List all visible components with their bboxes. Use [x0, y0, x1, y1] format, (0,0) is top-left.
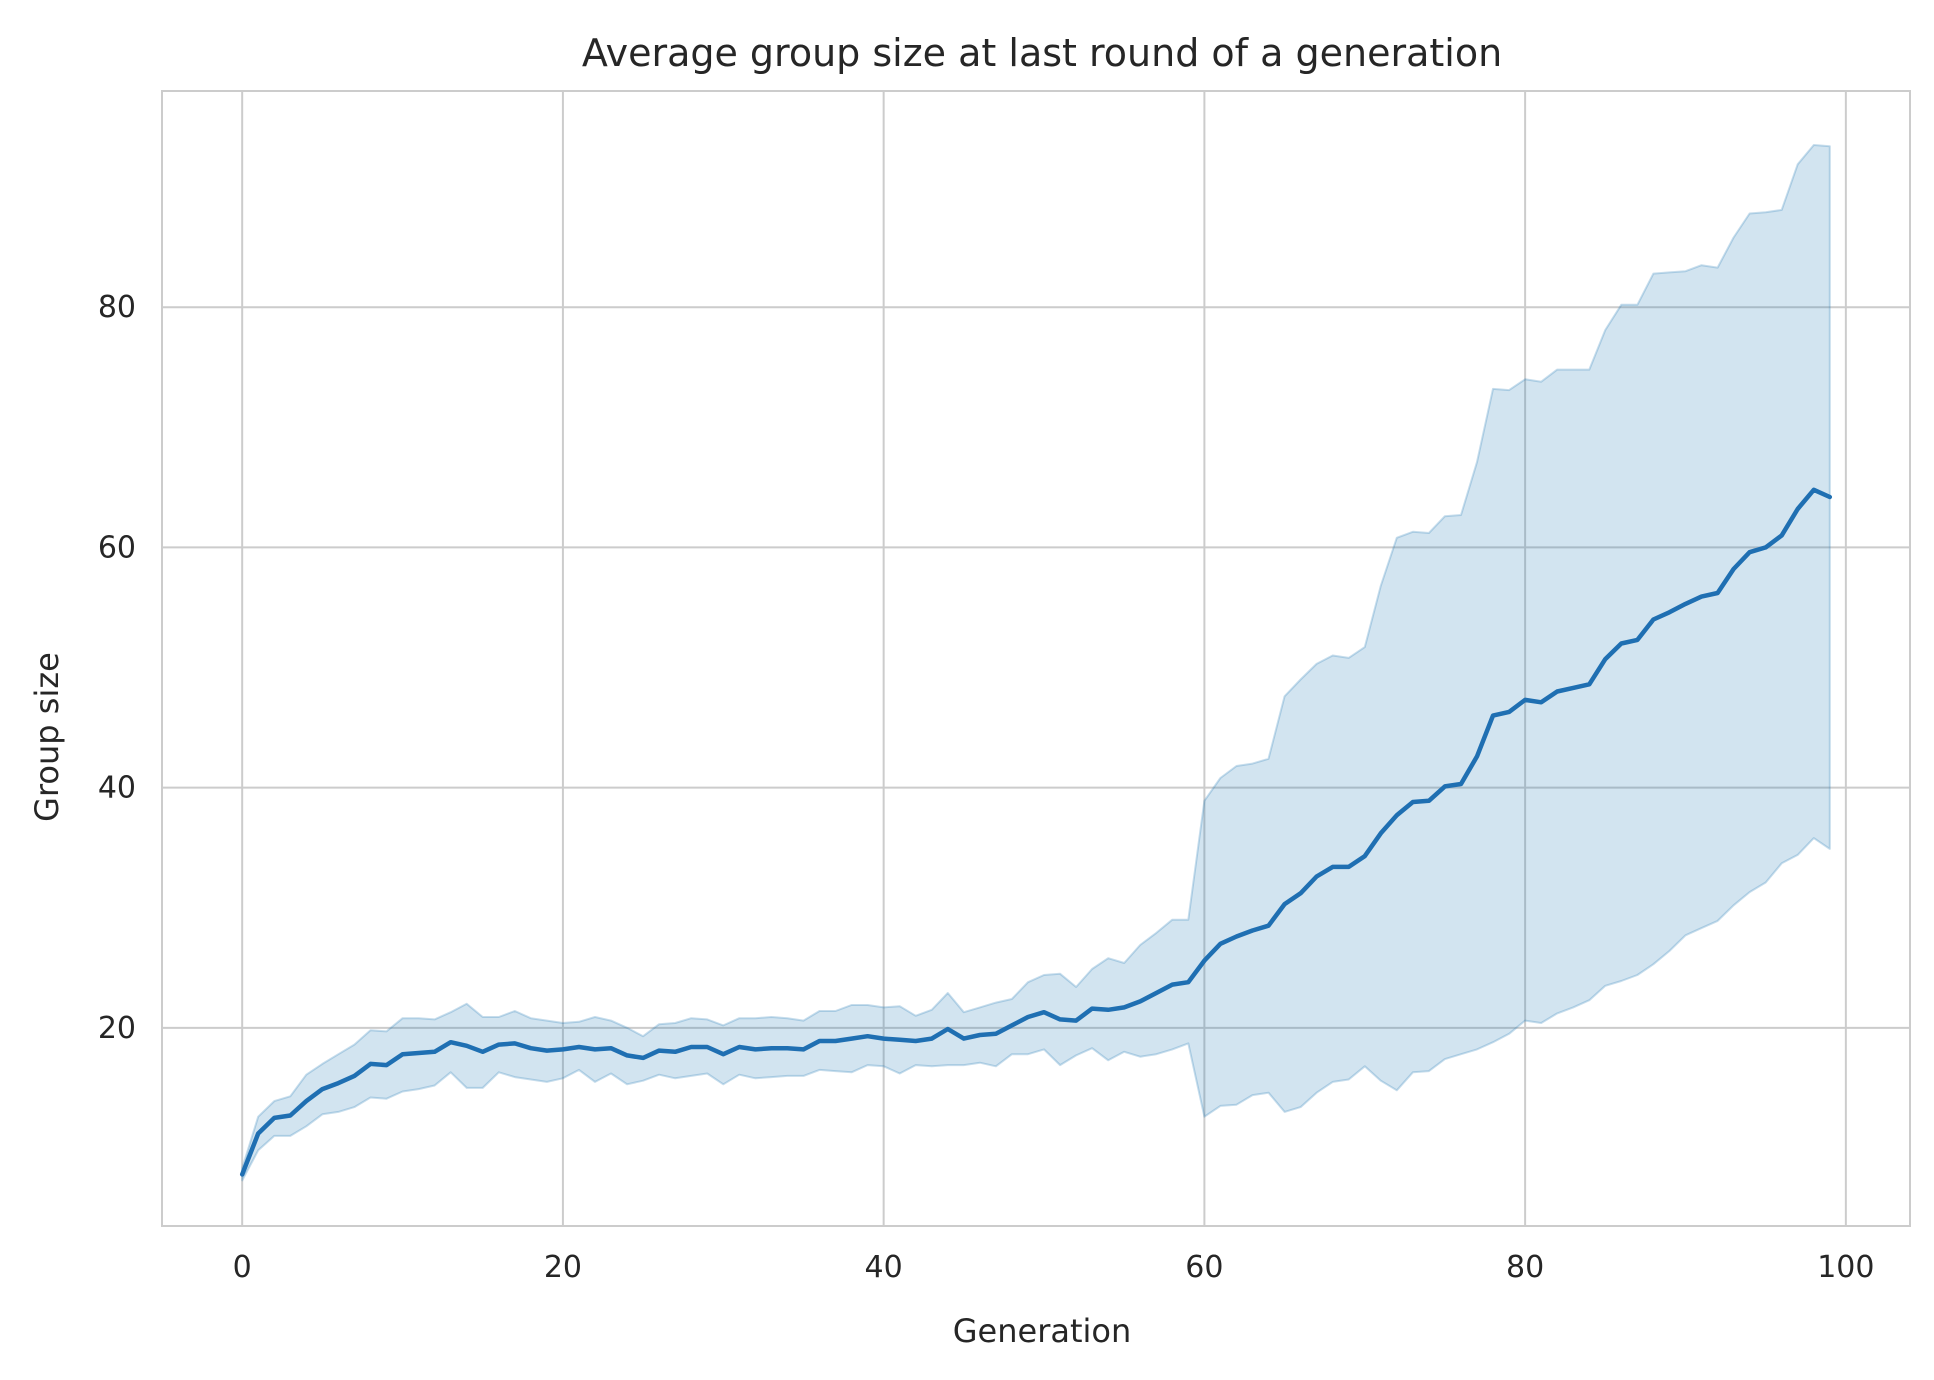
- y-tick-label: 80: [98, 290, 136, 325]
- plot-frame: [161, 90, 1911, 1227]
- y-tick-label: 20: [98, 1011, 136, 1046]
- y-tick-labels: 20 40 60 80: [98, 290, 136, 1046]
- grid-lines: [162, 91, 1910, 1226]
- x-axis-label: Generation: [953, 1312, 1132, 1350]
- y-axis-label: Group size: [28, 652, 66, 822]
- y-tick-label: 40: [98, 771, 136, 806]
- x-tick-label: 20: [544, 1250, 582, 1285]
- x-tick-label: 80: [1506, 1250, 1544, 1285]
- chart-title: Average group size at last round of a ge…: [582, 31, 1502, 75]
- x-tick-label: 60: [1185, 1250, 1223, 1285]
- y-tick-label: 60: [98, 530, 136, 565]
- x-tick-labels: 0 20 40 60 80 100: [233, 1250, 1875, 1285]
- x-tick-label: 0: [233, 1250, 252, 1285]
- confidence-band: [241, 144, 1831, 1182]
- mean-line: [239, 487, 1833, 1177]
- confidence-band-layer: [241, 144, 1831, 1182]
- x-tick-label: 100: [1817, 1250, 1874, 1285]
- x-tick-label: 40: [865, 1250, 903, 1285]
- series-line-layer: [239, 487, 1833, 1177]
